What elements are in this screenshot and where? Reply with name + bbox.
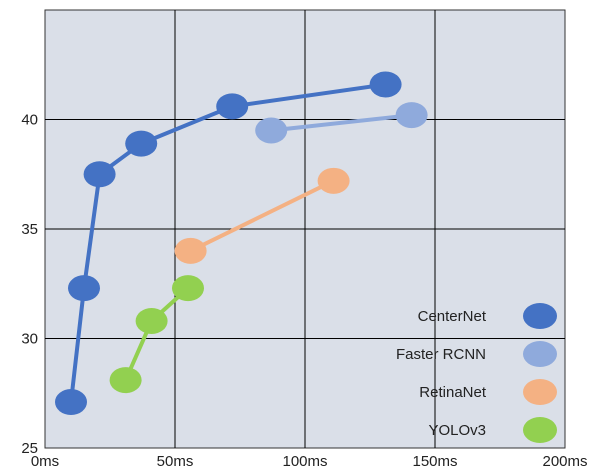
series-2 [174, 167, 350, 264]
data-point-2-0 [174, 237, 207, 264]
x-tick-label-4: 200ms [542, 453, 587, 470]
series-line-1 [269, 113, 414, 133]
series-1 [255, 102, 428, 144]
grid [45, 10, 565, 448]
series-line-2 [188, 178, 336, 253]
legend-marker-1 [523, 341, 557, 367]
legend-label-2: RetinaNet [419, 384, 487, 401]
data-point-3-1 [135, 307, 168, 334]
series-0 [55, 71, 402, 416]
y-tick-label-3: 40 [21, 112, 38, 129]
data-point-0-3 [125, 130, 158, 157]
series-line-0 [69, 82, 388, 405]
data-point-0-2 [83, 161, 116, 188]
data-point-2-1 [317, 167, 350, 194]
tick-labels: 0ms 50ms 100ms 150ms 200ms 25 30 35 40 [21, 112, 587, 471]
legend-marker-3 [523, 417, 557, 443]
legend-marker-2 [523, 379, 557, 405]
series-layer [55, 71, 428, 416]
series-3 [109, 275, 204, 394]
y-tick-label-2: 35 [21, 221, 38, 238]
data-point-1-1 [395, 102, 428, 129]
data-point-3-2 [172, 275, 204, 302]
data-point-0-0 [55, 389, 87, 416]
legend-marker-0 [523, 303, 557, 329]
data-point-0-1 [68, 275, 100, 302]
x-tick-label-0: 0ms [31, 453, 59, 470]
data-point-0-5 [369, 71, 402, 98]
legend-label-0: CenterNet [418, 308, 487, 325]
x-tick-label-2: 100ms [282, 453, 327, 470]
data-point-0-4 [216, 93, 249, 120]
legend-label-1: Faster RCNN [396, 346, 486, 363]
y-tick-label-1: 30 [21, 331, 38, 348]
x-tick-label-3: 150ms [412, 453, 457, 470]
data-point-3-0 [109, 367, 142, 394]
y-tick-label-0: 25 [21, 440, 38, 457]
data-point-1-0 [255, 117, 288, 144]
legend-label-3: YOLOv3 [428, 422, 486, 439]
x-tick-label-1: 50ms [157, 453, 194, 470]
legend: CenterNet Faster RCNN RetinaNet YOLOv3 [396, 303, 557, 443]
